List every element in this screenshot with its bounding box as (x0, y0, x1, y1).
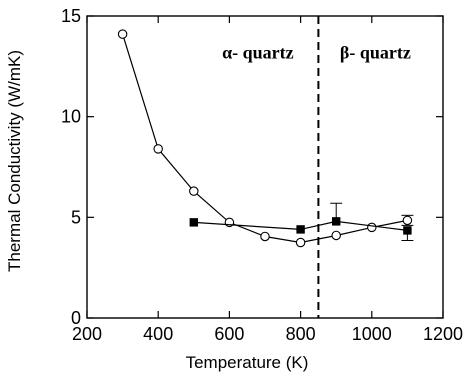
annotation-alpha-quartz: α- quartz (222, 42, 294, 62)
data-series (117, 29, 414, 248)
annotation-beta-quartz: β- quartz (340, 42, 411, 62)
x-tick-label-2: 600 (214, 324, 244, 344)
series-1-point-0 (189, 218, 198, 227)
series-0-point-0 (117, 29, 128, 39)
series-0-point-5 (295, 237, 306, 248)
series-1-line (193, 220, 408, 231)
x-tick-label-3: 800 (286, 324, 316, 344)
y-tick-label-1: 5 (71, 207, 81, 227)
x-tick-label-0: 200 (72, 324, 102, 344)
x-tick-label-5: 1200 (423, 324, 463, 344)
series-0-point-7 (367, 222, 377, 233)
series-1-point-1 (296, 225, 305, 234)
y-axis-label: Thermal Conductivity (W/mK) (5, 50, 24, 272)
annotations: α- quartz β- quartz (222, 42, 411, 62)
series-0-point-6 (331, 230, 341, 241)
y-tick-label-3: 15 (61, 6, 81, 26)
y-tick-label-2: 10 (61, 107, 81, 127)
x-tick-label-1: 400 (143, 324, 173, 344)
x-axis-label: Temperature (K) (186, 353, 309, 372)
series-0-point-2 (189, 186, 199, 196)
plot-frame (86, 15, 444, 319)
y-tick-label-0: 0 (71, 308, 81, 328)
series-0 (117, 29, 414, 248)
series-0-point-8 (402, 215, 413, 226)
axis-ticks: 200 400 600 800 1000 1200 0 5 10 15 (61, 6, 463, 344)
series-0-point-1 (153, 144, 163, 154)
x-tick-label-4: 1000 (352, 324, 392, 344)
series-0-line (122, 33, 408, 244)
plot-border (86, 15, 444, 319)
series-1-point-2 (331, 217, 341, 226)
series-1-point-3 (403, 226, 412, 235)
series-1 (189, 202, 414, 241)
series-0-point-4 (260, 231, 270, 242)
